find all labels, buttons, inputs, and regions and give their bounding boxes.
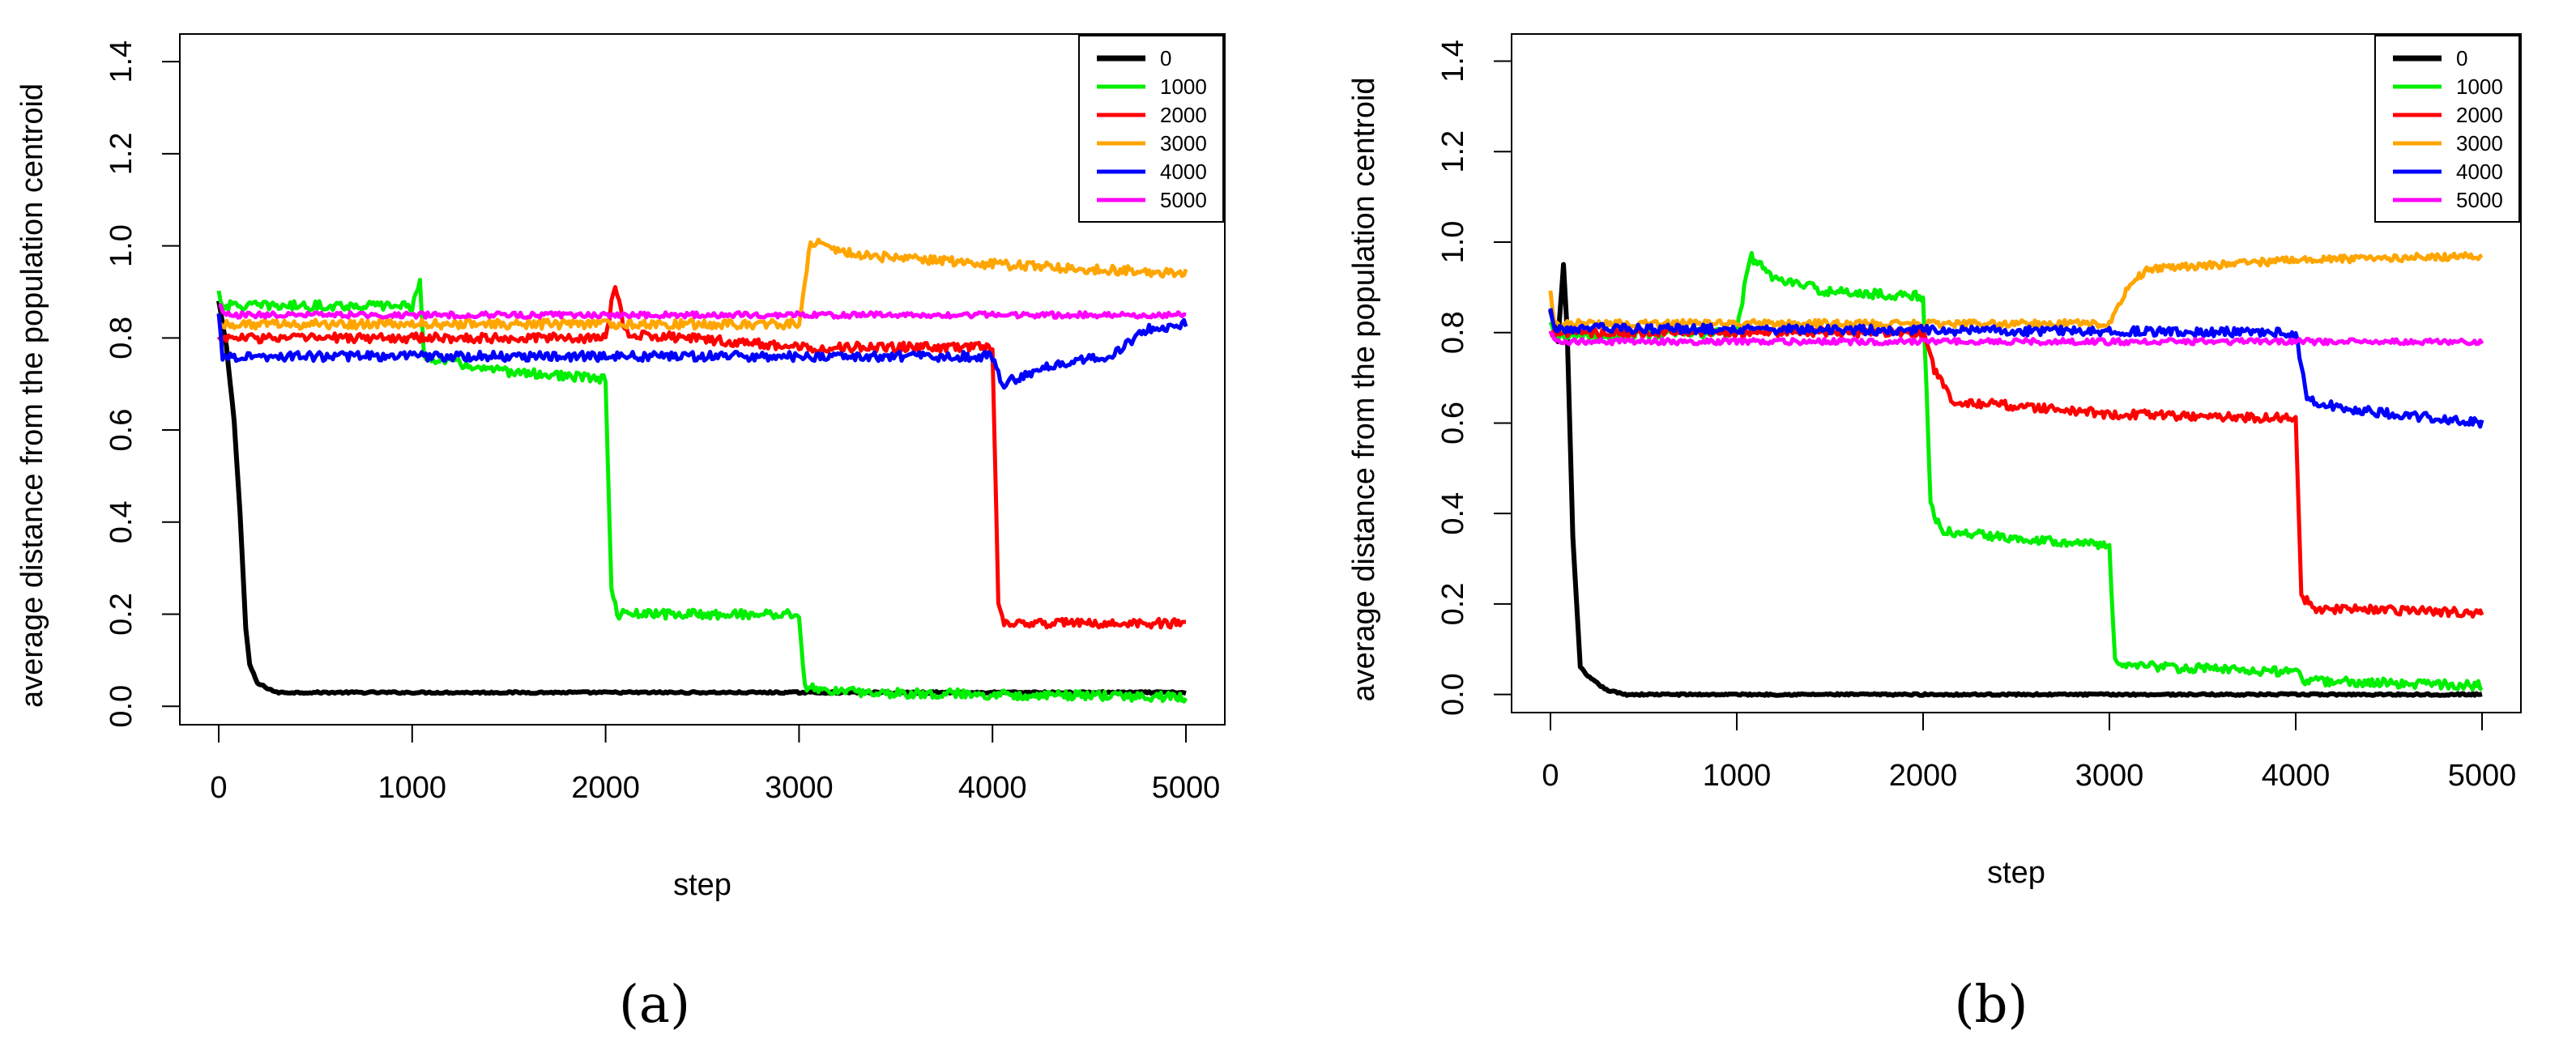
legend: 0 1000 2000 3000 4000 5000 <box>1078 35 1224 223</box>
series-line-5000 <box>1548 330 2484 347</box>
plot-frame <box>1511 33 2522 713</box>
legend-label-1000: 1000 <box>1160 74 1207 99</box>
y-axis-label: average distance from the population cen… <box>15 83 49 708</box>
legend: 0 1000 2000 3000 4000 5000 <box>2374 35 2520 223</box>
y-axis-label: average distance from the population cen… <box>1347 77 1381 701</box>
y-tick-label: 0.6 <box>1436 402 1470 445</box>
x-tick-label: 4000 <box>958 771 1027 805</box>
y-tick-label: 1.4 <box>104 40 139 83</box>
y-tick-label: 0.0 <box>1436 673 1470 716</box>
legend-label-3000: 3000 <box>2456 131 2503 155</box>
x-tick-label: 3000 <box>765 771 834 805</box>
y-tick-label: 0.4 <box>1436 492 1470 535</box>
y-tick-label: 0.2 <box>1436 583 1470 626</box>
x-axis-label: step <box>1987 856 2045 890</box>
series-line-4000 <box>216 313 1188 390</box>
y-tick-label: 0.2 <box>104 593 139 636</box>
y-tick-label: 1.2 <box>104 132 139 175</box>
panel-a-caption: (a) <box>619 975 690 1035</box>
y-tick-label: 1.4 <box>1436 40 1470 83</box>
series-line-0 <box>1548 262 2483 698</box>
series-line-4000 <box>1548 308 2484 429</box>
x-tick-label: 0 <box>210 771 227 805</box>
panel-b: 0 1000 2000 3000 4000 5000 0.0 0.2 0.4 0.6 0.8 1.0 1… <box>1347 33 2522 890</box>
y-tick-label: 0.8 <box>1436 311 1470 354</box>
legend-label-5000: 5000 <box>1160 188 1207 212</box>
legend-label-5000: 5000 <box>2456 188 2503 212</box>
x-tick-label: 5000 <box>2448 759 2517 793</box>
legend-label-4000: 4000 <box>2456 160 2503 184</box>
y-tick-label: 0.8 <box>104 317 139 360</box>
series-line-3000 <box>217 237 1188 331</box>
y-tick-label: 0.0 <box>104 685 139 728</box>
series-line-5000 <box>218 303 1187 320</box>
x-tick-label: 4000 <box>2262 759 2331 793</box>
legend-label-3000: 3000 <box>1160 131 1207 155</box>
legend-label-4000: 4000 <box>1160 160 1207 184</box>
x-axis-label: step <box>673 868 731 902</box>
y-tick-label: 1.2 <box>1436 130 1470 173</box>
x-tick-label: 2000 <box>571 771 640 805</box>
x-tick-label: 0 <box>1542 759 1559 793</box>
legend-label-0: 0 <box>2456 46 2467 70</box>
panel-b-caption: (b) <box>1955 975 2028 1035</box>
series-line-2000 <box>216 285 1187 630</box>
y-tick-label: 0.4 <box>104 500 139 543</box>
legend-label-0: 0 <box>1160 46 1171 70</box>
x-tick-label: 3000 <box>2075 759 2144 793</box>
series-line-2000 <box>1548 326 2484 619</box>
legend-box <box>1078 35 1224 223</box>
legend-label-1000: 1000 <box>2456 74 2503 99</box>
x-tick-label: 1000 <box>378 771 447 805</box>
series-line-3000 <box>1548 251 2484 330</box>
legend-label-2000: 2000 <box>2456 103 2503 127</box>
x-tick-label: 2000 <box>1889 759 1958 793</box>
plot-frame <box>179 33 1226 726</box>
legend-box <box>2374 35 2520 223</box>
series-line-1000 <box>216 278 1188 704</box>
y-tick-label: 1.0 <box>1436 221 1470 264</box>
x-tick-label: 5000 <box>1152 771 1221 805</box>
legend-label-2000: 2000 <box>1160 103 1207 127</box>
y-tick-label: 0.6 <box>104 409 139 452</box>
y-tick-label: 1.0 <box>104 224 139 267</box>
series-line-0 <box>216 300 1187 696</box>
x-tick-label: 1000 <box>1703 759 1772 793</box>
panel-a: 0 1000 2000 3000 4000 5000 0.0 0.2 0.4 0.6 0.8 1.0 1… <box>15 33 1226 902</box>
